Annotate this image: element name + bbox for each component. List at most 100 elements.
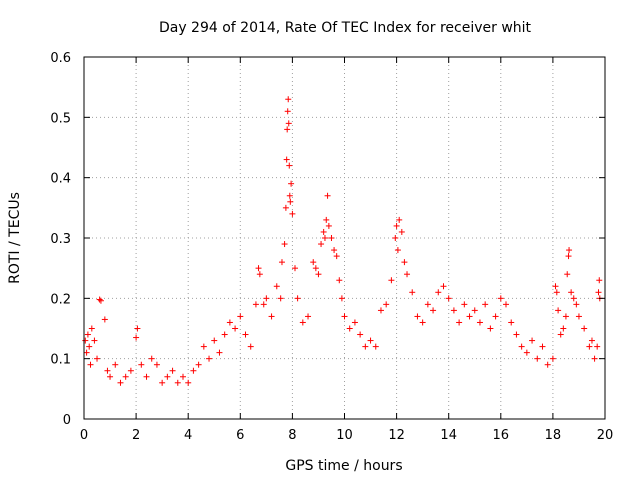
x-tick-label: 2 bbox=[132, 428, 140, 443]
data-point bbox=[594, 343, 601, 350]
data-point bbox=[315, 271, 322, 278]
data-point bbox=[127, 367, 134, 374]
data-point bbox=[283, 156, 290, 163]
data-point bbox=[242, 331, 249, 338]
data-point bbox=[575, 313, 582, 320]
data-point bbox=[566, 247, 573, 254]
data-point bbox=[87, 361, 94, 368]
data-point bbox=[336, 277, 343, 284]
data-point bbox=[393, 222, 400, 229]
data-point bbox=[430, 307, 437, 314]
data-point bbox=[518, 343, 525, 350]
y-tick-label: 0.2 bbox=[50, 292, 71, 307]
data-point bbox=[185, 379, 192, 386]
data-point bbox=[281, 241, 288, 248]
data-point bbox=[586, 343, 593, 350]
data-point bbox=[321, 235, 328, 241]
data-point bbox=[153, 361, 160, 368]
data-point bbox=[323, 216, 330, 223]
data-point bbox=[247, 343, 254, 350]
data-point bbox=[388, 277, 395, 284]
x-tick-label: 0 bbox=[80, 428, 88, 443]
data-point bbox=[305, 313, 312, 320]
data-point bbox=[195, 361, 202, 368]
data-point bbox=[362, 343, 369, 350]
data-point bbox=[320, 228, 327, 235]
data-point bbox=[440, 283, 447, 290]
data-point bbox=[134, 325, 141, 332]
data-point bbox=[226, 319, 233, 326]
data-point bbox=[398, 228, 405, 235]
data-point bbox=[456, 319, 463, 326]
data-point bbox=[351, 319, 358, 326]
data-point bbox=[285, 96, 292, 103]
data-point bbox=[565, 253, 572, 260]
data-point bbox=[346, 325, 353, 332]
data-point bbox=[396, 216, 403, 223]
data-point bbox=[268, 313, 275, 320]
x-tick-label: 20 bbox=[597, 428, 614, 443]
data-point bbox=[211, 337, 218, 344]
x-tick-label: 12 bbox=[388, 428, 405, 443]
data-point bbox=[190, 367, 197, 374]
data-point bbox=[299, 319, 306, 326]
data-point bbox=[544, 361, 551, 368]
data-point bbox=[96, 296, 103, 303]
data-point bbox=[232, 325, 239, 332]
data-point bbox=[260, 301, 267, 308]
data-point bbox=[282, 204, 289, 211]
data-point bbox=[278, 259, 285, 266]
data-point bbox=[450, 307, 457, 314]
data-point bbox=[552, 283, 559, 290]
x-tick-label: 6 bbox=[236, 428, 244, 443]
data-point bbox=[107, 373, 114, 380]
grid bbox=[84, 57, 605, 419]
x-tick-label: 4 bbox=[184, 428, 192, 443]
y-tick-label: 0 bbox=[63, 413, 71, 428]
data-point bbox=[461, 301, 468, 308]
data-point bbox=[324, 192, 331, 199]
chart-title: Day 294 of 2014, Rate Of TEC Index for r… bbox=[159, 20, 532, 36]
data-point bbox=[409, 289, 416, 296]
data-point bbox=[549, 355, 556, 362]
data-point bbox=[523, 349, 530, 356]
x-tick-label: 14 bbox=[440, 428, 457, 443]
data-point bbox=[133, 334, 140, 341]
data-point bbox=[401, 259, 408, 266]
data-point bbox=[112, 361, 119, 368]
data-point bbox=[555, 307, 562, 314]
data-point bbox=[312, 265, 319, 272]
data-point bbox=[277, 295, 284, 302]
data-point bbox=[539, 343, 546, 350]
y-tick-label: 0.6 bbox=[50, 51, 71, 66]
data-point bbox=[206, 355, 213, 362]
data-point bbox=[357, 331, 364, 338]
x-tick-label: 10 bbox=[336, 428, 353, 443]
data-point bbox=[284, 126, 291, 133]
data-point bbox=[104, 367, 111, 374]
data-point bbox=[553, 289, 560, 296]
data-point bbox=[341, 313, 348, 320]
data-point bbox=[284, 108, 291, 115]
data-point bbox=[263, 295, 270, 302]
data-point bbox=[534, 355, 541, 362]
data-point bbox=[404, 271, 411, 278]
data-point bbox=[591, 355, 598, 362]
data-point bbox=[159, 379, 166, 386]
data-point bbox=[318, 241, 325, 248]
y-tick-label: 0.3 bbox=[50, 232, 71, 247]
data-point bbox=[568, 289, 575, 296]
data-point bbox=[445, 295, 452, 302]
data-point bbox=[82, 337, 89, 344]
data-point bbox=[588, 337, 595, 344]
y-tick-label: 0.1 bbox=[50, 353, 71, 368]
data-point bbox=[97, 297, 104, 304]
data-point bbox=[91, 337, 98, 344]
data-point bbox=[581, 325, 588, 332]
data-point bbox=[94, 355, 101, 362]
y-tick-label: 0.5 bbox=[50, 111, 71, 126]
data-point bbox=[288, 180, 295, 187]
x-axis-label: GPS time / hours bbox=[285, 458, 402, 474]
data-point bbox=[394, 247, 401, 254]
